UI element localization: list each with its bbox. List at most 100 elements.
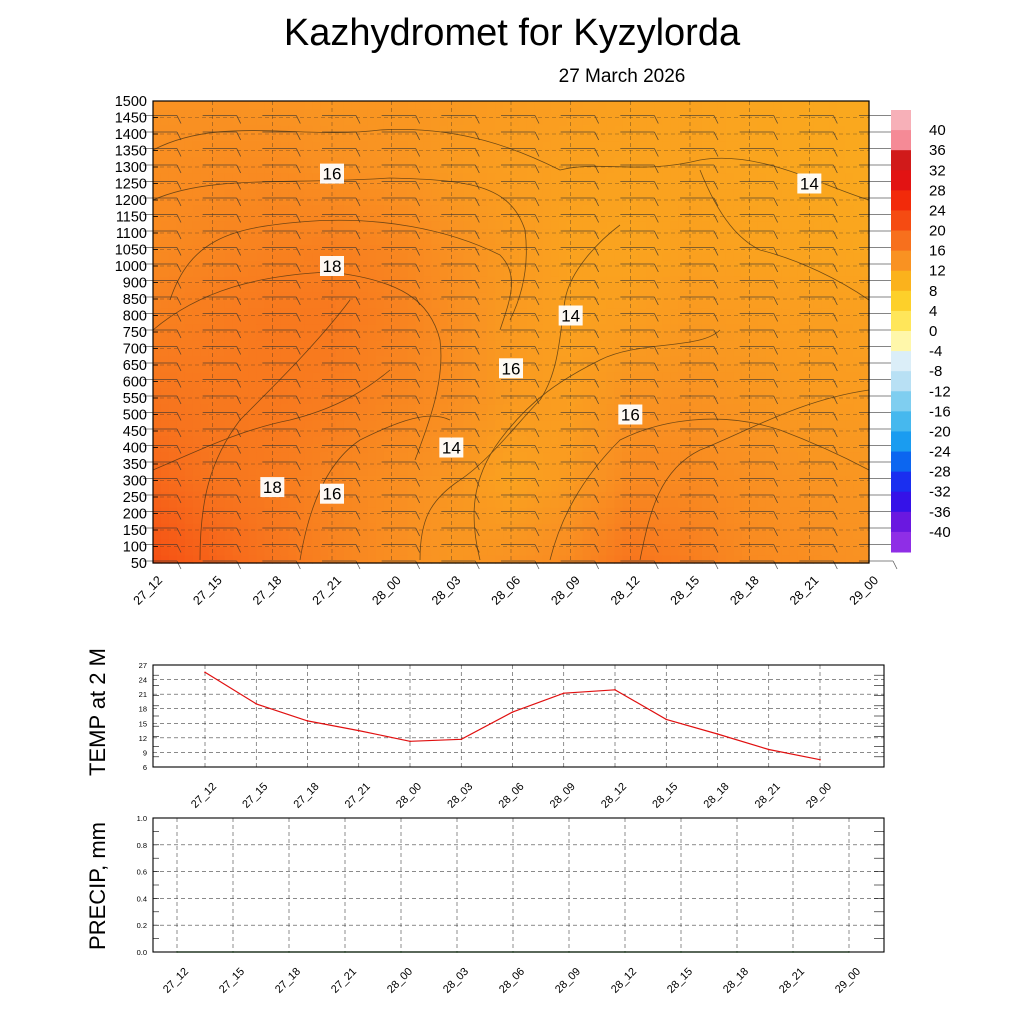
heatmap-cell xyxy=(638,300,647,309)
heatmap-cell xyxy=(280,220,289,230)
heatmap-cell xyxy=(853,308,862,317)
heatmap-cell xyxy=(781,180,791,190)
heatmap-cell xyxy=(455,403,464,413)
heatmap-cell xyxy=(614,260,623,269)
heatmap-cell xyxy=(789,252,798,261)
heatmap-cell xyxy=(662,180,671,190)
heatmap-cell xyxy=(518,523,528,532)
heatmap-cell xyxy=(176,507,186,516)
heatmap-cell xyxy=(614,300,623,309)
heatmap-cell xyxy=(733,308,743,317)
heatmap-cell xyxy=(447,515,456,524)
heatmap-cell xyxy=(423,427,433,437)
heatmap-cell xyxy=(837,339,846,349)
heatmap-cell xyxy=(773,188,783,198)
heatmap-cell xyxy=(495,124,504,134)
heatmap-cell xyxy=(192,268,202,277)
heatmap-cell xyxy=(511,252,520,261)
heatmap-cell xyxy=(582,332,592,341)
heatmap-cell xyxy=(359,324,369,333)
heatmap-cell xyxy=(415,196,425,206)
heatmap-cell xyxy=(805,491,814,500)
heatmap-cell xyxy=(399,347,409,357)
heatmap-cell xyxy=(590,427,600,437)
heatmap-cell xyxy=(471,387,480,397)
heatmap-cell xyxy=(646,292,655,301)
heatmap-cell xyxy=(829,547,838,556)
heatmap-cell xyxy=(733,156,743,166)
heatmap-cell xyxy=(757,531,767,540)
heatmap-cell xyxy=(168,371,178,381)
heatmap-cell xyxy=(160,379,170,389)
heatmap-cell xyxy=(614,276,623,285)
heatmap-cell xyxy=(741,268,751,277)
heatmap-cell xyxy=(821,547,830,556)
heatmap-cell xyxy=(455,164,464,174)
heatmap-cell xyxy=(829,188,838,198)
heatmap-cell xyxy=(192,507,202,516)
heatmap-cell xyxy=(447,188,456,198)
heatmap-cell xyxy=(781,204,791,214)
heatmap-cell xyxy=(757,260,767,269)
heatmap-cell xyxy=(153,172,162,182)
heatmap-cell xyxy=(598,507,608,516)
heatmap-cell xyxy=(837,523,846,532)
heatmap-cell xyxy=(200,204,210,214)
heatmap-cell xyxy=(622,427,631,437)
heatmap-cell xyxy=(431,355,440,365)
heatmap-cell xyxy=(526,355,536,365)
heatmap-cell xyxy=(582,148,592,158)
heatmap-cell xyxy=(296,116,305,126)
heatmap-cell xyxy=(550,379,560,389)
heatmap-cell xyxy=(296,539,305,548)
heatmap-cell xyxy=(184,132,194,142)
heatmap-cell xyxy=(487,347,496,357)
heatmap-cell xyxy=(773,180,783,190)
heatmap-cell xyxy=(630,515,639,524)
heatmap-cell xyxy=(741,499,751,508)
heatmap-cell xyxy=(375,116,385,126)
heatmap-cell xyxy=(646,188,655,198)
heatmap-cell xyxy=(757,411,767,421)
heatmap-cell xyxy=(415,491,425,500)
heatmap-cell xyxy=(749,220,759,230)
heatmap-cell xyxy=(280,459,289,469)
heatmap-cell xyxy=(518,284,528,293)
heatmap-cell xyxy=(431,316,440,325)
heatmap-cell xyxy=(574,443,584,453)
heatmap-cell xyxy=(423,499,433,508)
heatmap-cell xyxy=(455,260,464,269)
heatmap-cell xyxy=(208,443,218,453)
heatmap-cell xyxy=(256,116,265,126)
heatmap-cell xyxy=(781,140,791,150)
heatmap-cell xyxy=(184,140,194,150)
heatmap-cell xyxy=(216,379,226,389)
heatmap-cell xyxy=(343,156,353,166)
heatmap-cell xyxy=(431,515,440,524)
heatmap-cell xyxy=(511,547,520,556)
heatmap-cell xyxy=(272,244,281,253)
heatmap-cell xyxy=(208,260,218,269)
heatmap-cell xyxy=(813,523,822,532)
heatmap-cell xyxy=(208,316,218,325)
heatmap-cell xyxy=(749,539,759,548)
heatmap-cell xyxy=(343,347,353,357)
heatmap-cell xyxy=(359,164,369,174)
heatmap-cell xyxy=(582,300,592,309)
heatmap-cell xyxy=(654,172,663,182)
heatmap-cell xyxy=(845,467,854,476)
heatmap-cell xyxy=(176,395,186,405)
heatmap-cell xyxy=(359,427,369,437)
heatmap-cell xyxy=(622,212,631,222)
heatmap-cell xyxy=(407,300,417,309)
heatmap-cell xyxy=(471,363,480,373)
heatmap-cell xyxy=(558,515,568,524)
heatmap-cell xyxy=(797,443,806,453)
heatmap-cell xyxy=(709,435,719,445)
heatmap-cell xyxy=(224,531,234,540)
heatmap-cell xyxy=(837,180,846,190)
heatmap-cell xyxy=(487,427,496,437)
heatmap-cell xyxy=(391,395,401,405)
heatmap-cell xyxy=(582,523,592,532)
heatmap-cell xyxy=(455,300,464,309)
